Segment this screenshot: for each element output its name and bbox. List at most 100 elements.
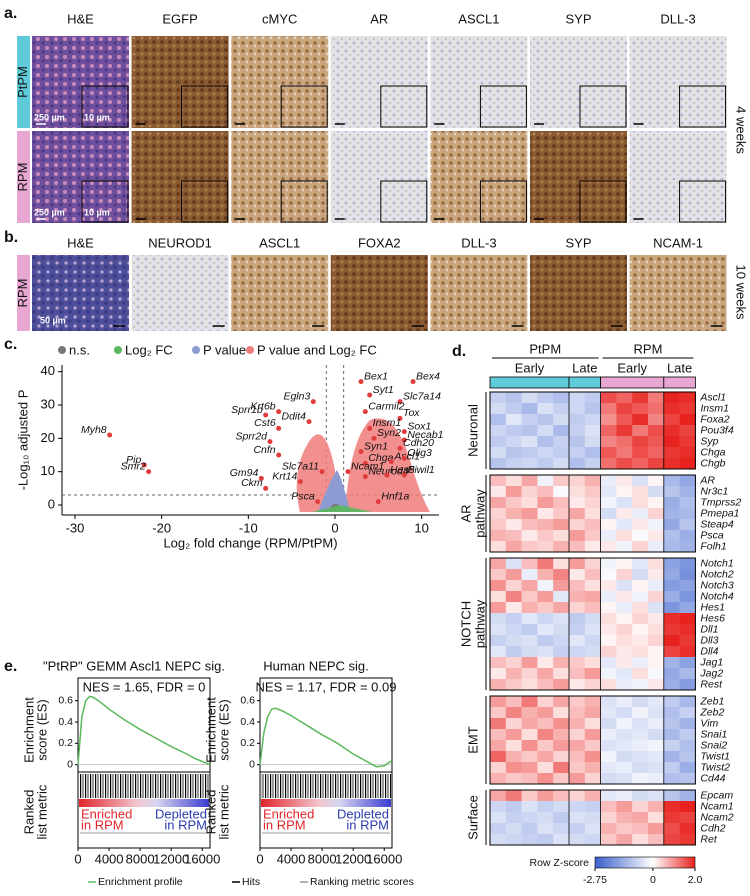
- heatmap-cell: [679, 458, 696, 470]
- enriched-label: Enriched: [263, 806, 314, 821]
- heatmap-cell: [679, 668, 696, 680]
- gene-label: Twist2: [700, 761, 730, 773]
- heatmap-cell: [537, 679, 554, 691]
- heatmap-cell: [537, 762, 554, 774]
- heatmap-cell: [584, 834, 601, 846]
- heatmap-cell: [521, 613, 538, 625]
- gene-point: [410, 379, 416, 385]
- panel-label: b.: [4, 229, 18, 246]
- heatmap-cell: [505, 475, 522, 487]
- heatmap-cell: [569, 541, 586, 553]
- heatmap-cell: [569, 707, 586, 719]
- gene-label: Zeb2: [699, 706, 724, 718]
- heatmap-cell: [616, 823, 633, 835]
- heatmap-cell: [632, 801, 649, 813]
- panel-label: d.: [452, 343, 466, 360]
- depleted-label: Depleted: [337, 806, 389, 821]
- heatmap-cell: [584, 657, 601, 669]
- heatmap-cell: [648, 591, 665, 603]
- scale-label: 50 µm: [40, 315, 66, 325]
- heatmap-cell: [505, 823, 522, 835]
- gene-label: Syn1: [364, 440, 388, 452]
- heatmap-cell: [679, 425, 696, 437]
- gene-label: Notch3: [700, 579, 733, 591]
- gene-point: [371, 435, 377, 441]
- heatmap-cell: [569, 718, 586, 730]
- heatmap-cell: [521, 436, 538, 448]
- inset: [81, 180, 129, 223]
- colorbar-title: Row Z-score: [529, 857, 589, 869]
- heatmap-cell: [616, 751, 633, 763]
- heatmap-cell: [600, 508, 617, 520]
- legend-dot: [192, 346, 200, 354]
- heatmap-cell: [521, 801, 538, 813]
- heatmap-cell: [663, 580, 680, 592]
- gene-label: Ncam2: [700, 811, 733, 823]
- heatmap-cell: [648, 679, 665, 691]
- heatmap-cell: [648, 801, 665, 813]
- micrograph: [231, 255, 329, 331]
- gene-label: Tmprss2: [700, 496, 741, 508]
- heatmap-cell: [569, 591, 586, 603]
- gene-point: [297, 479, 303, 485]
- heatmap-cell: [663, 707, 680, 719]
- heatmap-cell: [537, 591, 554, 603]
- heatmap-cell: [537, 425, 554, 437]
- heatmap-cell: [521, 447, 538, 459]
- gene-label: Zeb1: [699, 695, 724, 707]
- heatmap-cell: [632, 486, 649, 498]
- gene-label: Ckm: [241, 477, 263, 489]
- heatmap-cell: [648, 635, 665, 647]
- gene-point: [388, 459, 394, 465]
- heatmap-cell: [600, 436, 617, 448]
- subgroup-label: Early: [617, 360, 647, 375]
- heatmap-cell: [616, 624, 633, 636]
- heatmap-cell: [663, 696, 680, 708]
- heatmap-cell: [584, 707, 601, 719]
- heatmap-cell: [616, 773, 633, 785]
- heatmap-cell: [616, 635, 633, 647]
- micrograph: [131, 255, 229, 331]
- heatmap-cell: [537, 751, 554, 763]
- heatmap-cell: [632, 729, 649, 741]
- heatmap-cell: [569, 403, 586, 415]
- heatmap-cell: [505, 812, 522, 824]
- heatmap-cell: [505, 392, 522, 404]
- module-label: pathway: [472, 489, 487, 538]
- colorbar-tick-label: -2.75: [583, 874, 607, 886]
- heatmap-cell: [537, 812, 554, 824]
- heatmap-cell: [569, 812, 586, 824]
- legend-dot: [58, 346, 66, 354]
- scale-label: 10 µm: [84, 112, 110, 122]
- subgroup-label: Late: [667, 360, 692, 375]
- heatmap-cell: [679, 497, 696, 509]
- heatmap-cell: [663, 834, 680, 846]
- heatmap-cell: [679, 790, 696, 802]
- gene-point: [397, 399, 403, 405]
- heatmap-cell: [584, 762, 601, 774]
- heatmap-cell: [521, 635, 538, 647]
- heatmap-cell: [632, 530, 649, 542]
- heatmap-cell: [663, 762, 680, 774]
- heatmap-cell: [584, 580, 601, 592]
- heatmap-cell: [679, 436, 696, 448]
- heatmap-cell: [663, 812, 680, 824]
- column-header: DLL-3: [461, 235, 496, 250]
- gene-point: [306, 419, 312, 425]
- y-axis-label: list metric: [34, 784, 49, 839]
- heatmap-cell: [616, 541, 633, 553]
- heatmap-cell: [600, 657, 617, 669]
- heatmap-cell: [490, 425, 507, 437]
- inset: [479, 85, 527, 128]
- gene-label: Pou3f4: [700, 424, 733, 436]
- y-tick-label: 0: [249, 758, 255, 770]
- heatmap-cell: [679, 729, 696, 741]
- heatmap-cell: [632, 707, 649, 719]
- heatmap-cell: [505, 635, 522, 647]
- inset: [280, 85, 328, 128]
- gene-label: Ascl1: [393, 450, 420, 462]
- heatmap-cell: [521, 414, 538, 426]
- heatmap-cell: [679, 696, 696, 708]
- heatmap-cell: [505, 657, 522, 669]
- ranked-bar: [79, 799, 209, 807]
